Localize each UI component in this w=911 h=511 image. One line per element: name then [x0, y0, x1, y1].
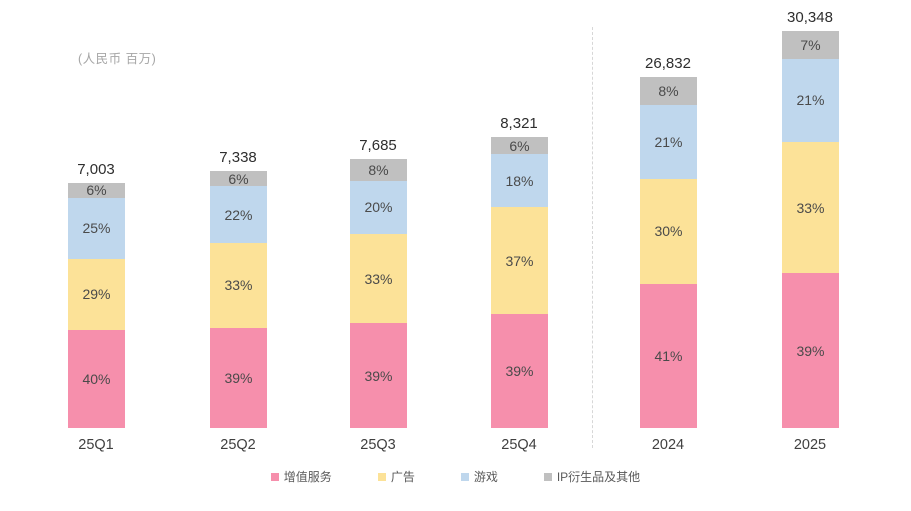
legend-item-0: 增值服务: [270, 468, 332, 485]
bar-2025: 7% 21% 33% 39%: [782, 31, 839, 428]
legend-label: 游戏: [473, 470, 498, 484]
category-label-2025: 2025: [793, 437, 827, 453]
bar-segment-25Q4-series-2: 18%: [491, 154, 548, 207]
segment-percent-label: 6%: [86, 182, 107, 199]
bar-segment-2024-series-2: 21%: [640, 105, 697, 179]
segment-percent-label: 6%: [228, 170, 249, 187]
bar-segment-25Q3-series-3: 8%: [350, 159, 407, 181]
axis-unit-label: (人民币 百万): [78, 52, 157, 66]
bar-segment-25Q2-series-3: 6%: [210, 170, 267, 187]
segment-percent-label: 8%: [368, 161, 389, 178]
legend-item-3: IP衍生品及其他: [543, 468, 641, 485]
segment-percent-label: 39%: [364, 367, 393, 384]
segment-percent-label: 6%: [509, 137, 530, 154]
legend-item-1: 广告: [377, 468, 415, 485]
legend-color-swatch: [270, 472, 279, 481]
segment-percent-label: 30%: [654, 223, 683, 240]
segment-percent-label: 33%: [364, 270, 393, 287]
bar-segment-25Q1-series-3: 6%: [68, 183, 125, 198]
legend-item-2: 游戏: [460, 468, 498, 485]
bar-segment-2024-series-0: 41%: [640, 284, 697, 428]
bar-segment-25Q4-series-3: 6%: [491, 137, 548, 155]
segment-percent-label: 39%: [224, 369, 253, 386]
legend: 增值服务 广告 游戏 IP衍生品及其他: [0, 468, 911, 485]
segment-percent-label: 25%: [82, 220, 111, 237]
bar-total-label: 30,348: [787, 9, 833, 26]
category-label-25Q4: 25Q4: [501, 437, 537, 453]
segment-percent-label: 40%: [82, 370, 111, 387]
bar-segment-25Q1-series-1: 29%: [68, 258, 125, 330]
segment-percent-label: 20%: [364, 199, 393, 216]
segment-percent-label: 33%: [224, 277, 253, 294]
bar-segment-2025-series-1: 33%: [782, 142, 839, 274]
legend-label: 增值服务: [283, 470, 332, 484]
legend-color-swatch: [543, 472, 552, 481]
bar-segment-25Q2-series-1: 33%: [210, 242, 267, 328]
bar-segment-25Q4-series-0: 39%: [491, 314, 548, 428]
bar-2024: 8% 21% 30% 41%: [640, 77, 697, 428]
bar-total-label: 26,832: [645, 55, 691, 72]
legend-label: IP衍生品及其他: [556, 470, 641, 484]
bar-segment-2025-series-0: 39%: [782, 273, 839, 428]
segment-percent-label: 29%: [82, 286, 111, 303]
segment-percent-label: 41%: [654, 348, 683, 365]
segment-percent-label: 22%: [224, 206, 253, 223]
bar-total-label: 8,321: [500, 115, 538, 132]
bar-segment-25Q3-series-2: 20%: [350, 180, 407, 235]
segment-percent-label: 33%: [796, 199, 825, 216]
bar-25Q4: 6% 18% 37% 39%: [491, 137, 548, 428]
bar-segment-2024-series-3: 8%: [640, 77, 697, 106]
bar-segment-2025-series-3: 7%: [782, 31, 839, 59]
segment-percent-label: 18%: [505, 172, 534, 189]
bar-total-label: 7,003: [77, 161, 115, 178]
category-label-25Q1: 25Q1: [78, 437, 114, 453]
bar-segment-25Q2-series-2: 22%: [210, 186, 267, 243]
bar-total-label: 7,685: [359, 137, 397, 154]
legend-label: 广告: [390, 470, 415, 484]
bar-segment-25Q3-series-0: 39%: [350, 323, 407, 428]
bar-total-label: 7,338: [219, 149, 257, 166]
segment-percent-label: 37%: [505, 252, 534, 269]
bar-25Q3: 8% 20% 33% 39%: [350, 159, 407, 428]
segment-percent-label: 39%: [796, 342, 825, 359]
segment-percent-label: 21%: [654, 133, 683, 150]
legend-color-swatch: [377, 472, 386, 481]
category-label-2024: 2024: [651, 437, 685, 453]
category-label-25Q3: 25Q3: [360, 437, 396, 453]
segment-percent-label: 21%: [796, 92, 825, 109]
bar-segment-2025-series-2: 21%: [782, 58, 839, 143]
bar-segment-25Q2-series-0: 39%: [210, 327, 267, 428]
legend-color-swatch: [460, 472, 469, 481]
segment-percent-label: 7%: [800, 36, 821, 53]
bar-segment-2024-series-1: 30%: [640, 178, 697, 285]
quarter-annual-divider-line: [592, 27, 593, 448]
bar-segment-25Q4-series-1: 37%: [491, 206, 548, 315]
segment-percent-label: 8%: [658, 83, 679, 100]
segment-percent-label: 39%: [505, 363, 534, 380]
bar-segment-25Q3-series-1: 33%: [350, 234, 407, 324]
bar-25Q2: 6% 22% 33% 39%: [210, 171, 267, 428]
category-label-25Q2: 25Q2: [220, 437, 256, 453]
bar-segment-25Q1-series-2: 25%: [68, 197, 125, 259]
bar-segment-25Q1-series-0: 40%: [68, 329, 125, 428]
bar-25Q1: 6% 25% 29% 40%: [68, 183, 125, 428]
